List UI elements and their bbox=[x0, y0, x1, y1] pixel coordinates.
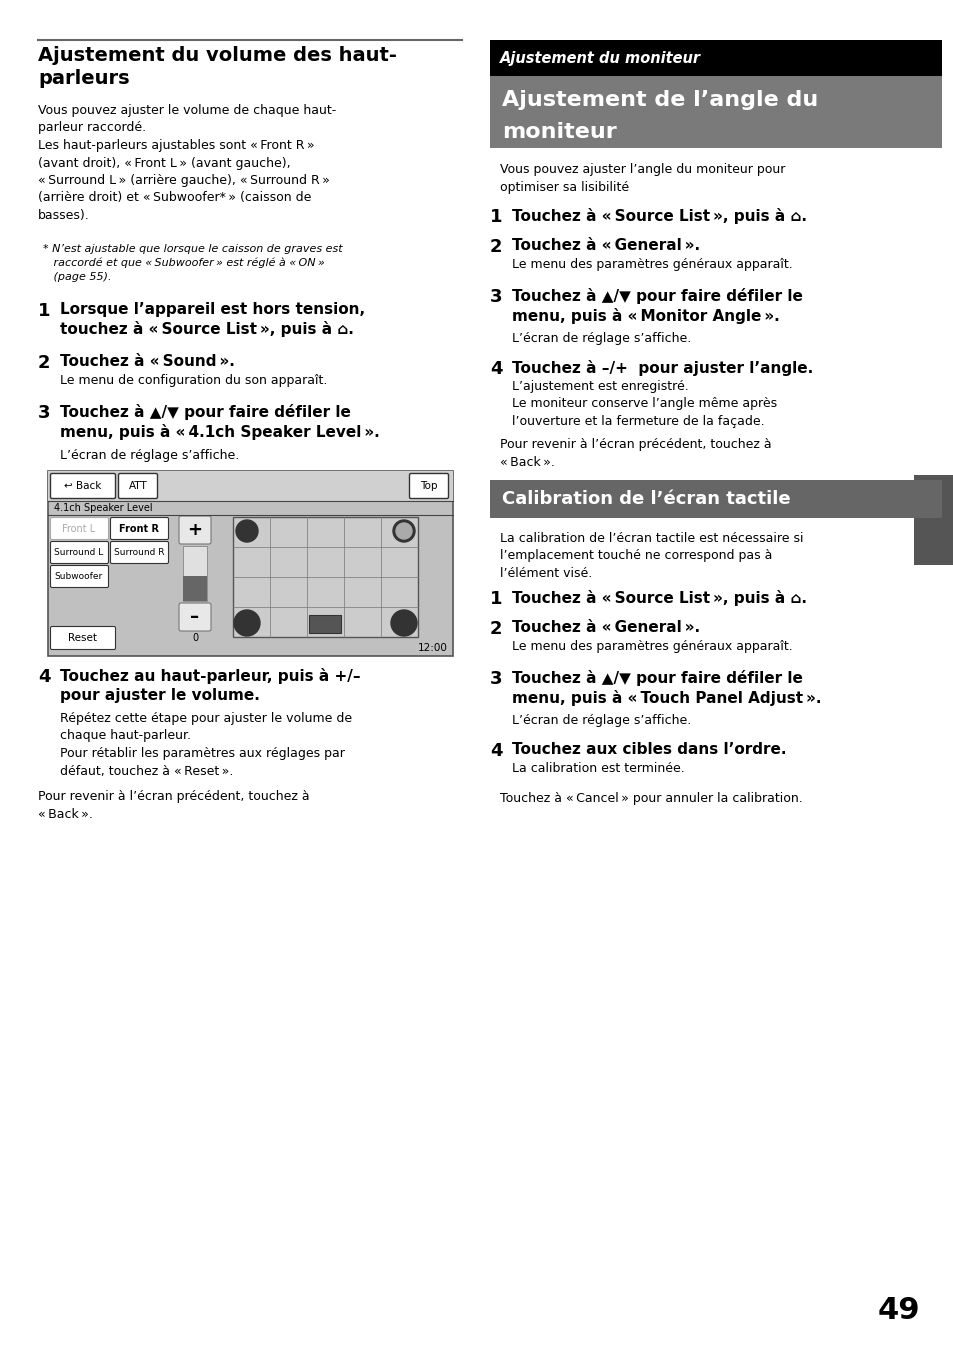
Text: Ajustement du volume des haut-
parleurs: Ajustement du volume des haut- parleurs bbox=[38, 46, 396, 88]
Text: Touchez au haut-parleur, puis à +/–
pour ajuster le volume.: Touchez au haut-parleur, puis à +/– pour… bbox=[60, 668, 360, 703]
Text: Ajustement de l’angle du: Ajustement de l’angle du bbox=[501, 91, 818, 110]
Text: La calibration est terminée.: La calibration est terminée. bbox=[512, 763, 684, 775]
Text: 4.1ch Speaker Level: 4.1ch Speaker Level bbox=[54, 503, 152, 512]
Text: Le menu des paramètres généraux apparaît.: Le menu des paramètres généraux apparaît… bbox=[512, 258, 792, 270]
Text: Front R: Front R bbox=[119, 523, 159, 534]
Text: Reset: Reset bbox=[69, 633, 97, 644]
Text: Pour revenir à l’écran précédent, touchez à
« Back ».: Pour revenir à l’écran précédent, touche… bbox=[38, 790, 310, 821]
Text: Touchez à « Cancel » pour annuler la calibration.: Touchez à « Cancel » pour annuler la cal… bbox=[499, 792, 801, 804]
Text: La calibration de l’écran tactile est nécessaire si
l’emplacement touché ne corr: La calibration de l’écran tactile est né… bbox=[499, 531, 802, 580]
Text: Top: Top bbox=[420, 481, 437, 491]
Text: Touchez à ▲/▼ pour faire défiler le
menu, puis à « 4.1ch Speaker Level ».: Touchez à ▲/▼ pour faire défiler le menu… bbox=[60, 404, 379, 439]
Text: Le menu des paramètres généraux apparaît.: Le menu des paramètres généraux apparaît… bbox=[512, 639, 792, 653]
Text: Calibration de l’écran tactile: Calibration de l’écran tactile bbox=[501, 489, 790, 508]
Bar bbox=[490, 480, 941, 518]
Text: Surround L: Surround L bbox=[54, 548, 104, 557]
FancyBboxPatch shape bbox=[51, 473, 115, 499]
Circle shape bbox=[233, 610, 260, 635]
Text: Vous pouvez ajuster le volume de chaque haut-
parleur raccordé.
Les haut-parleur: Vous pouvez ajuster le volume de chaque … bbox=[38, 104, 335, 222]
FancyBboxPatch shape bbox=[118, 473, 157, 499]
Text: Touchez à « Sound ».: Touchez à « Sound ». bbox=[60, 354, 234, 369]
Bar bbox=[913, 475, 953, 565]
Text: Touchez à « Source List », puis à ⌂.: Touchez à « Source List », puis à ⌂. bbox=[512, 208, 806, 224]
Text: 3: 3 bbox=[490, 288, 502, 306]
Bar bbox=[490, 41, 941, 76]
Text: L’écran de réglage s’affiche.: L’écran de réglage s’affiche. bbox=[60, 449, 239, 462]
FancyBboxPatch shape bbox=[51, 626, 115, 649]
Text: L’écran de réglage s’affiche.: L’écran de réglage s’affiche. bbox=[512, 333, 691, 345]
Text: L’ajustement est enregistré.
Le moniteur conserve l’angle même après
l’ouverture: L’ajustement est enregistré. Le moniteur… bbox=[512, 380, 777, 429]
Text: Touchez à « General ».: Touchez à « General ». bbox=[512, 238, 700, 253]
FancyBboxPatch shape bbox=[179, 603, 211, 631]
Text: * N’est ajustable que lorsque le caisson de graves est
   raccordé et que « Subw: * N’est ajustable que lorsque le caisson… bbox=[43, 243, 342, 283]
Bar bbox=[48, 470, 453, 502]
Text: Touchez à ▲/▼ pour faire défiler le
menu, puis à « Touch Panel Adjust ».: Touchez à ▲/▼ pour faire défiler le menu… bbox=[512, 671, 821, 706]
Text: 4: 4 bbox=[38, 668, 51, 685]
Text: Touchez à ▲/▼ pour faire défiler le
menu, puis à « Monitor Angle ».: Touchez à ▲/▼ pour faire défiler le menu… bbox=[512, 288, 802, 324]
Bar bbox=[309, 615, 341, 633]
Text: L’écran de réglage s’affiche.: L’écran de réglage s’affiche. bbox=[512, 714, 691, 727]
Bar bbox=[183, 576, 207, 602]
Text: Lorsque l’appareil est hors tension,
touchez à « Source List », puis à ⌂.: Lorsque l’appareil est hors tension, tou… bbox=[60, 301, 365, 337]
Text: 2: 2 bbox=[490, 238, 502, 256]
Text: Le menu de configuration du son apparaît.: Le menu de configuration du son apparaît… bbox=[60, 375, 327, 387]
Text: 1: 1 bbox=[38, 301, 51, 320]
Text: 0: 0 bbox=[192, 633, 198, 644]
Text: 1: 1 bbox=[490, 208, 502, 226]
FancyBboxPatch shape bbox=[179, 516, 211, 544]
Circle shape bbox=[391, 610, 416, 635]
Bar bbox=[233, 516, 417, 637]
Text: Subwoofer: Subwoofer bbox=[55, 572, 103, 581]
Text: Surround R: Surround R bbox=[113, 548, 164, 557]
Bar bbox=[490, 76, 941, 147]
Text: Ajustement du moniteur: Ajustement du moniteur bbox=[499, 50, 700, 65]
Text: 1: 1 bbox=[490, 589, 502, 608]
Text: –: – bbox=[191, 608, 199, 626]
Bar bbox=[183, 546, 207, 602]
Text: Front L: Front L bbox=[62, 523, 95, 534]
Bar bbox=[48, 470, 453, 656]
Circle shape bbox=[393, 521, 415, 542]
Text: 2: 2 bbox=[38, 354, 51, 372]
Text: 4: 4 bbox=[490, 742, 502, 760]
Text: ↩ Back: ↩ Back bbox=[64, 481, 102, 491]
Text: Pour revenir à l’écran précédent, touchez à
« Back ».: Pour revenir à l’écran précédent, touche… bbox=[499, 438, 771, 469]
Text: +: + bbox=[188, 521, 202, 539]
Text: Touchez à « General ».: Touchez à « General ». bbox=[512, 621, 700, 635]
Text: 4: 4 bbox=[490, 360, 502, 379]
FancyBboxPatch shape bbox=[111, 542, 169, 564]
Circle shape bbox=[235, 521, 257, 542]
FancyBboxPatch shape bbox=[409, 473, 448, 499]
FancyBboxPatch shape bbox=[51, 518, 109, 539]
Text: Touchez à –/+  pour ajuster l’angle.: Touchez à –/+ pour ajuster l’angle. bbox=[512, 360, 812, 376]
Text: 2: 2 bbox=[490, 621, 502, 638]
Text: 49: 49 bbox=[877, 1297, 919, 1325]
Text: 12:00: 12:00 bbox=[417, 644, 448, 653]
FancyBboxPatch shape bbox=[51, 542, 109, 564]
Text: Vous pouvez ajuster l’angle du moniteur pour
optimiser sa lisibilité: Vous pouvez ajuster l’angle du moniteur … bbox=[499, 164, 784, 193]
Text: 3: 3 bbox=[490, 671, 502, 688]
Circle shape bbox=[395, 523, 412, 539]
Text: 3: 3 bbox=[38, 404, 51, 422]
FancyBboxPatch shape bbox=[51, 565, 109, 588]
FancyBboxPatch shape bbox=[111, 518, 169, 539]
Text: Touchez aux cibles dans l’ordre.: Touchez aux cibles dans l’ordre. bbox=[512, 742, 785, 757]
Text: Touchez à « Source List », puis à ⌂.: Touchez à « Source List », puis à ⌂. bbox=[512, 589, 806, 606]
Text: Répétez cette étape pour ajuster le volume de
chaque haut-parleur.
Pour rétablir: Répétez cette étape pour ajuster le volu… bbox=[60, 713, 352, 777]
Text: moniteur: moniteur bbox=[501, 122, 616, 142]
Text: ATT: ATT bbox=[129, 481, 147, 491]
